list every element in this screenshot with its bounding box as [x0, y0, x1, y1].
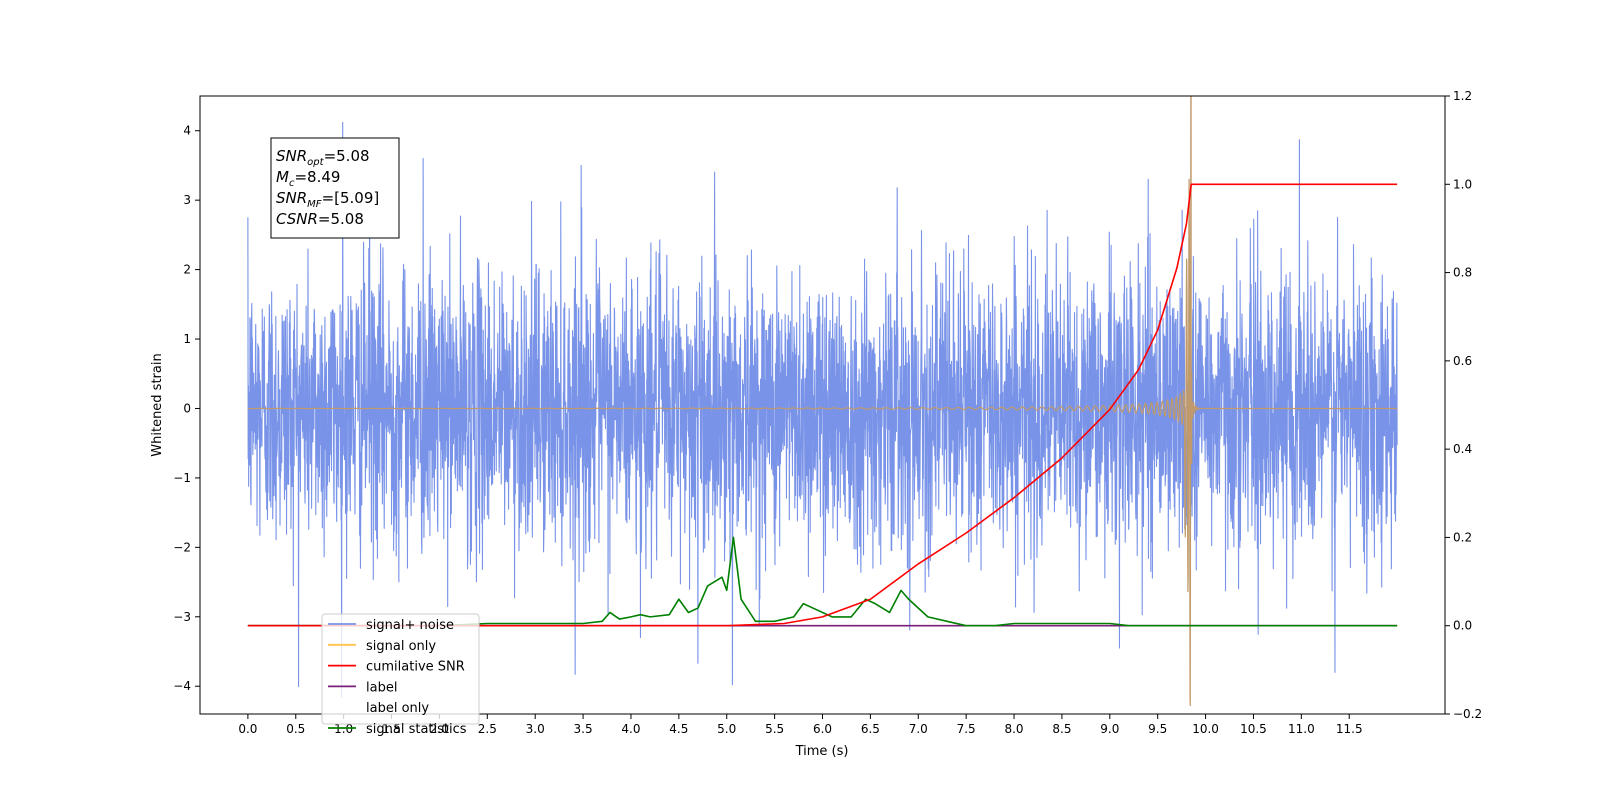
x-tick-label: 4.5 [669, 722, 688, 736]
x-axis: 0.0 0.5 1.0 1.5 2.0 2.5 3.0 3.5 4.0 4.5 5.0 5.5 6.0 6… [238, 714, 1363, 736]
legend-label-signal-only: signal only [366, 639, 436, 654]
y2-tick-label: 0.0 [1453, 619, 1472, 633]
x-tick-label: 5.0 [717, 722, 736, 736]
x-tick-label: 11.5 [1336, 722, 1363, 736]
signal-series [247, 96, 1398, 707]
annotation-line: CSNR=5.08 [276, 210, 364, 228]
legend-label-signal-statistics: signal statistics [366, 722, 467, 737]
x-tick-label: 11.0 [1288, 722, 1315, 736]
annotation-line: SNRMF=[5.09] [276, 189, 379, 210]
x-tick-label: 4.0 [621, 722, 640, 736]
x-axis-label: Time (s) [795, 744, 849, 759]
y-tick-label: −2 [173, 540, 191, 554]
x-tick-label: 2.5 [478, 722, 497, 736]
x-tick-label: 1.5 [382, 722, 401, 736]
x-tick-label: 6.0 [813, 722, 832, 736]
cumilative-snr-line [247, 183, 1398, 627]
x-tick-label: 10.5 [1240, 722, 1267, 736]
annotation-line: SNRopt=5.08 [276, 147, 370, 168]
y2-tick-label: 0.6 [1453, 354, 1472, 368]
y2-tick-label: 0.2 [1453, 530, 1472, 544]
x-tick-label: 0.0 [238, 722, 257, 736]
y-axis-label: Whitened strain [150, 353, 165, 456]
x-tick-label: 9.0 [1100, 722, 1119, 736]
x-tick-label: 8.0 [1004, 722, 1023, 736]
y-tick-label: −3 [173, 610, 191, 624]
signal-only-line [247, 96, 1398, 707]
x-tick-label: 7.0 [909, 722, 928, 736]
legend: signal+ noise signal only cumilative SNR la… [321, 613, 480, 737]
x-tick-label: 5.5 [765, 722, 784, 736]
x-tick-label: 3.0 [526, 722, 545, 736]
annotation-line: Mc=8.49 [276, 168, 340, 189]
x-tick-label: 9.5 [1148, 722, 1167, 736]
legend-label-cumilative-snr: cumilative SNR [366, 660, 465, 675]
y-axis-left: 4 3 2 1 0 −1 −2 −3 −4 [173, 124, 200, 693]
y2-tick-label: 0.8 [1453, 266, 1472, 280]
y2-tick-label: 0.4 [1453, 442, 1472, 456]
y-tick-label: 4 [183, 124, 191, 138]
x-tick-label: 8.5 [1052, 722, 1071, 736]
legend-label-signal-noise: signal+ noise [366, 618, 454, 633]
y2-tick-label: 1.0 [1453, 177, 1472, 191]
legend-label-label: label [366, 680, 397, 695]
y-tick-label: 2 [183, 263, 191, 277]
y2-tick-label: −0.2 [1453, 707, 1482, 721]
x-tick-label: 2.0 [430, 722, 449, 736]
x-tick-label: 0.5 [286, 722, 305, 736]
x-tick-label: 6.5 [861, 722, 880, 736]
y-tick-label: −1 [173, 471, 191, 485]
y-tick-label: −4 [173, 679, 191, 693]
x-tick-label: 1.0 [334, 722, 353, 736]
y-tick-label: 1 [183, 332, 191, 346]
annotation-frame [270, 137, 400, 239]
x-tick-label: 7.5 [957, 722, 976, 736]
y-tick-label: 0 [183, 401, 191, 415]
legend-label-label-only: label only [366, 701, 429, 716]
y2-tick-label: 1.2 [1453, 89, 1472, 103]
signal-statistics-line [247, 536, 1398, 627]
y-axis-right: 1.2 1.0 0.8 0.6 0.4 0.2 0.0 −0.2 [1445, 89, 1482, 721]
legend-frame [321, 613, 480, 725]
x-tick-label: 10.0 [1192, 722, 1219, 736]
y-tick-label: 3 [183, 193, 191, 207]
x-tick-label: 3.5 [574, 722, 593, 736]
